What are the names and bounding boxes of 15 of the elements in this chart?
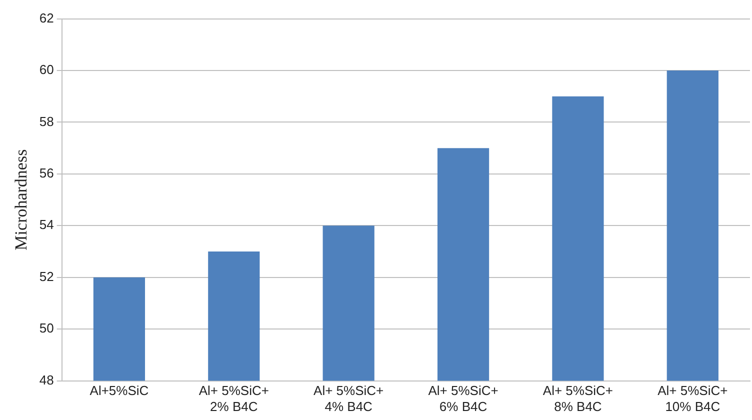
y-tick-label: 48 (39, 372, 54, 388)
y-tick-label: 50 (39, 320, 54, 336)
y-tick-label: 56 (39, 166, 54, 181)
x-tick-label: Al+ 5%SiC+ 8% B4C (542, 383, 614, 414)
y-tick-label: 60 (39, 62, 54, 78)
x-tick-label: Al+ 5%SiC+ 6% B4C (428, 383, 498, 414)
x-tick-label: Al+ 5%SiC+ 4% B4C (314, 383, 384, 414)
x-tick-label: Al+5%SiC (90, 383, 149, 398)
y-axis-title: Microhardness (12, 149, 31, 250)
y-tick-label: 52 (39, 268, 54, 284)
x-tick-label: Al+ 5%SiC+ 10% B4C (658, 383, 728, 414)
y-tick-label: 54 (39, 217, 54, 232)
y-tick-label: 58 (39, 114, 54, 129)
y-tick-label: 62 (39, 10, 54, 26)
x-tick-label: Al+ 5%SiC+ 2% B4C (198, 383, 269, 414)
